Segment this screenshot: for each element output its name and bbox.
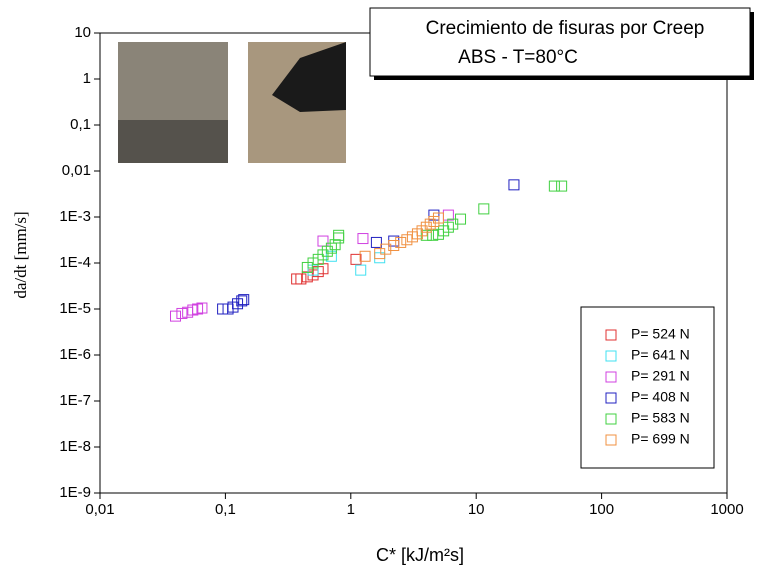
chart-title: Crecimiento de fisuras por Creep	[426, 18, 705, 39]
marker	[416, 225, 428, 237]
marker	[395, 236, 407, 248]
marker	[176, 307, 188, 319]
x-tick-label: 0,1	[215, 501, 236, 518]
legend-marker	[605, 329, 617, 341]
y-tick-label: 1E-5	[59, 300, 91, 317]
x-tick-label: 1000	[710, 501, 743, 518]
marker	[291, 273, 303, 285]
y-axis-label: da/dt [mm/s]	[11, 211, 30, 298]
legend-marker	[605, 413, 617, 425]
marker	[321, 245, 333, 257]
y-tick-label: 0,1	[70, 116, 91, 133]
marker	[301, 271, 313, 283]
marker	[350, 253, 362, 265]
marker	[301, 261, 313, 273]
y-tick-label: 1E-8	[59, 438, 91, 455]
marker	[420, 221, 432, 233]
marker	[329, 239, 341, 251]
marker	[442, 221, 454, 233]
y-tick-label: 0,01	[62, 162, 91, 179]
legend-label: P= 524 N	[631, 326, 690, 342]
y-tick-label: 1	[83, 70, 91, 87]
marker	[325, 242, 337, 254]
y-tick-label: 1E-6	[59, 346, 91, 363]
legend-marker	[605, 350, 617, 362]
legend-marker	[605, 371, 617, 383]
marker	[455, 213, 467, 225]
marker	[333, 229, 345, 241]
marker	[388, 240, 400, 252]
marker	[357, 233, 369, 245]
x-tick-label: 1	[347, 501, 355, 518]
marker	[556, 180, 568, 192]
y-tick-label: 1E-3	[59, 208, 91, 225]
marker	[196, 302, 208, 314]
marker	[478, 203, 490, 215]
marker	[424, 218, 436, 230]
legend-label: P= 291 N	[631, 368, 690, 384]
photo-detail	[272, 42, 346, 112]
title-box	[369, 7, 751, 77]
legend-marker	[605, 434, 617, 446]
marker	[442, 209, 454, 221]
marker	[169, 310, 181, 322]
marker	[359, 250, 371, 262]
x-axis-label: C* [kJ/m²s]	[376, 545, 464, 565]
chart-subtitle: ABS - T=80°C	[458, 47, 578, 68]
legend-box	[580, 306, 715, 469]
marker	[317, 249, 329, 261]
marker	[427, 229, 439, 241]
y-tick-label: 1E-7	[59, 392, 91, 409]
marker	[307, 264, 319, 276]
marker	[295, 273, 307, 285]
legend-label: P= 699 N	[631, 431, 690, 447]
legend-label: P= 641 N	[631, 347, 690, 363]
marker	[192, 303, 204, 315]
y-tick-label: 1E-4	[59, 254, 91, 271]
legend-label: P= 583 N	[631, 410, 690, 426]
y-tick-label: 1E-9	[59, 484, 91, 501]
marker	[432, 212, 444, 224]
marker	[380, 243, 392, 255]
marker	[374, 248, 386, 260]
marker	[333, 232, 345, 244]
y-tick-label: 10	[74, 24, 91, 41]
legend-label: P= 408 N	[631, 389, 690, 405]
marker	[355, 264, 367, 276]
marker	[508, 179, 520, 191]
x-tick-label: 0,01	[85, 501, 114, 518]
marker	[232, 298, 244, 310]
marker	[401, 234, 413, 246]
marker	[236, 295, 248, 307]
x-tick-label: 100	[589, 501, 614, 518]
photo-detail	[118, 120, 228, 163]
marker	[238, 294, 250, 306]
x-tick-label: 10	[468, 501, 485, 518]
marker	[370, 236, 382, 248]
legend-marker	[605, 392, 617, 404]
marker	[548, 180, 560, 192]
marker	[420, 229, 432, 241]
